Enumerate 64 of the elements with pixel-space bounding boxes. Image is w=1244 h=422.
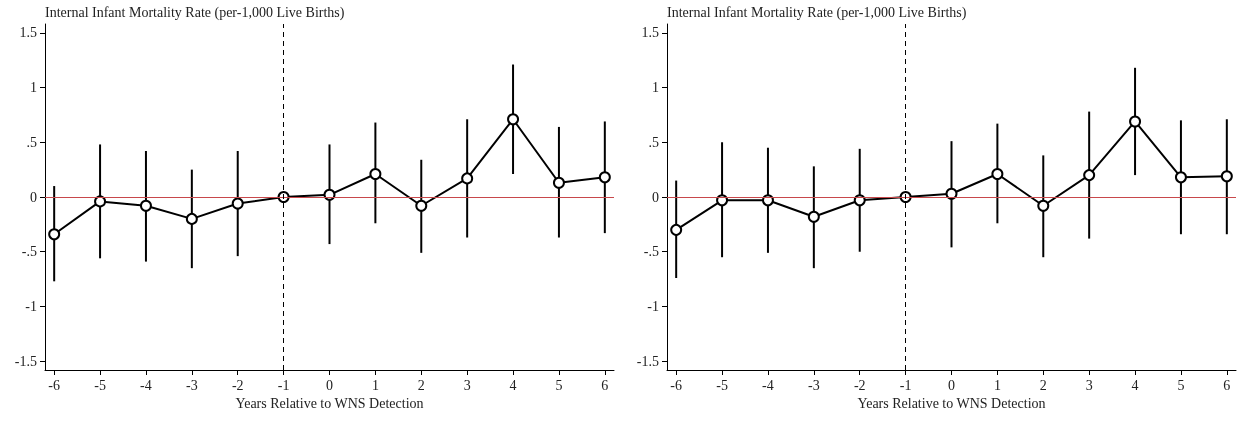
point — [461, 172, 474, 185]
y-tick-label: -1.5 — [636, 353, 659, 369]
point — [139, 199, 152, 212]
y-tick-label: 1.5 — [19, 25, 37, 41]
x-tick-label: -6 — [670, 377, 683, 393]
y-tick-label: 1 — [30, 80, 37, 96]
x-tick-label: -5 — [94, 377, 106, 393]
x-tick-label: 0 — [326, 377, 333, 393]
x-tick-label: -1 — [899, 377, 912, 393]
point — [94, 195, 107, 208]
y-tick-label: -.5 — [21, 244, 37, 260]
y-tick-label: -1 — [647, 298, 659, 314]
y-axis-title: Internal Infant Mortality Rate (per-1,000 Live Births) — [45, 4, 345, 21]
x-tick-label: -3 — [808, 377, 820, 393]
x-tick-label: 2 — [417, 377, 425, 393]
x-tick-label: -4 — [140, 377, 152, 393]
point — [991, 168, 1004, 180]
x-tick-label: -3 — [186, 377, 198, 393]
x-tick-label: -5 — [716, 377, 728, 393]
y-tick-label: -1 — [25, 298, 37, 314]
y-tick-label: 0 — [30, 189, 37, 205]
x-tick-label: 6 — [1223, 377, 1231, 393]
x-tick-label: -1 — [277, 377, 290, 393]
y-tick-label: 1 — [652, 80, 659, 96]
x-axis-title: Years Relative to WNS Detection — [235, 396, 424, 412]
point — [415, 199, 428, 212]
x-tick-label: 4 — [1131, 377, 1139, 393]
y-tick-label: 1.5 — [641, 25, 659, 41]
x-tick-label: 4 — [509, 377, 517, 393]
y-axis-title: Internal Infant Mortality Rate (per-1,000 Live Births) — [667, 4, 967, 21]
y-tick-label: .5 — [26, 134, 37, 150]
point — [48, 228, 61, 241]
x-tick-label: -4 — [762, 377, 774, 393]
point — [185, 212, 198, 225]
point — [507, 113, 520, 126]
y-tick-label: -.5 — [643, 244, 659, 260]
x-tick-label: 2 — [1039, 377, 1047, 393]
point — [231, 197, 244, 210]
y-tick-label: 0 — [652, 189, 659, 205]
x-tick-label: 1 — [993, 377, 1001, 393]
x-tick-label: 3 — [463, 377, 471, 393]
point — [1083, 169, 1096, 182]
point — [1174, 171, 1187, 184]
point — [369, 168, 382, 180]
x-tick-label: 0 — [948, 377, 955, 393]
x-tick-label: 3 — [1085, 377, 1093, 393]
point — [1220, 170, 1233, 183]
point — [807, 210, 820, 223]
point — [1037, 199, 1050, 212]
x-tick-label: -2 — [853, 377, 866, 393]
y-tick-label: -1.5 — [14, 353, 37, 369]
x-tick-label: 6 — [601, 377, 609, 393]
point — [670, 223, 683, 236]
x-axis-title: Years Relative to WNS Detection — [857, 396, 1046, 412]
x-tick-label: 5 — [555, 377, 563, 393]
point — [1129, 115, 1142, 128]
x-tick-label: -6 — [48, 377, 61, 393]
point — [598, 171, 611, 184]
x-tick-label: -2 — [231, 377, 244, 393]
point — [552, 176, 565, 189]
point — [945, 187, 958, 200]
x-tick-label: 5 — [1177, 377, 1185, 393]
x-tick-label: 1 — [371, 377, 379, 393]
y-tick-label: .5 — [648, 134, 659, 150]
